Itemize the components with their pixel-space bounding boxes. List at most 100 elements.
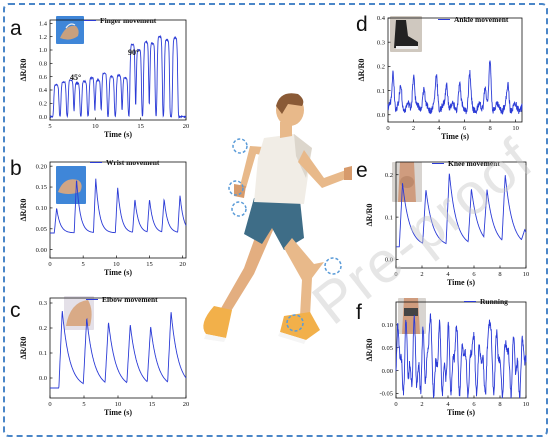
- x-tick-label: 15: [146, 261, 153, 268]
- y-tick-label: 0.0: [39, 114, 47, 121]
- x-tick-label: 10: [523, 401, 530, 408]
- panel-letter: d: [356, 13, 368, 36]
- x-axis-label: Time (s): [104, 130, 132, 139]
- y-tick-label: 0.20: [36, 163, 47, 170]
- y-tick-label: 0.15: [36, 184, 47, 191]
- y-tick-label: 0.1: [385, 214, 393, 221]
- x-tick-label: 15: [137, 123, 144, 130]
- x-tick-label: 5: [48, 123, 51, 130]
- x-tick-label: 0: [394, 401, 397, 408]
- panel-c: c 0 5 10 15 20 0.0 0.1 0.2 0.3 Time (s) ΔR/R0 Elbow…: [8, 290, 198, 426]
- y-tick-label: 0.2: [377, 64, 385, 71]
- ankle-photo: [390, 16, 422, 52]
- joint-marker-finger: [232, 138, 248, 154]
- panel-letter: b: [10, 157, 22, 180]
- plot-frame: [49, 297, 187, 399]
- x-tick-label: 0: [394, 271, 397, 278]
- joint-marker-ankle: [286, 314, 304, 332]
- x-tick-label: 0: [48, 401, 51, 408]
- y-tick-label: 0.10: [382, 322, 393, 329]
- y-axis-label: ΔR/R0: [19, 199, 28, 222]
- panel-letter: f: [356, 301, 362, 324]
- y-tick-label: 0.2: [385, 172, 393, 179]
- y-axis-label: ΔR/R0: [357, 59, 366, 82]
- panel-e: e 0 2 4 6 8 10 0.0 0.1 0.2 Time (s) ΔR/R0 Knee move…: [354, 150, 544, 288]
- chart-title: Elbow movement: [102, 295, 158, 304]
- y-tick-label: 0.2: [39, 101, 47, 108]
- y-tick-label: 0.00: [382, 368, 393, 375]
- panel-letter: e: [356, 159, 368, 182]
- series-line: [49, 34, 187, 120]
- x-tick-label: 20: [179, 261, 186, 268]
- x-tick-label: 8: [498, 401, 501, 408]
- y-tick-label: 0.1: [377, 88, 385, 95]
- plot-frame: [387, 17, 523, 123]
- x-tick-label: 6: [463, 125, 467, 132]
- x-tick-label: 2: [420, 401, 423, 408]
- x-tick-label: 2: [420, 271, 423, 278]
- y-tick-label: 0.0: [377, 112, 385, 119]
- x-tick-label: 4: [437, 125, 441, 132]
- panel-letter: c: [10, 299, 21, 322]
- x-tick-label: 20: [183, 123, 190, 130]
- series-line: [50, 178, 187, 234]
- plot-frame: [49, 19, 187, 121]
- y-tick-label: 0.1: [39, 350, 47, 357]
- plot-frame: [49, 161, 187, 259]
- y-tick-label: 1.4: [39, 21, 48, 28]
- y-tick-label: 0.4: [39, 87, 48, 94]
- x-tick-label: 0: [48, 261, 51, 268]
- angle-annotation: 45°: [70, 73, 81, 82]
- joint-marker-knee: [324, 257, 342, 275]
- chart-d: 0 2 4 6 8 10 0.0 0.1 0.2 0.3 0.4 Time (s) ΔR/R0 Ankle…: [357, 15, 523, 141]
- x-tick-label: 15: [149, 401, 156, 408]
- chart-b: 0 5 10 15 20 0.00 0.05 0.10 0.15 0.20 Time (s) ΔR/R…: [19, 158, 187, 277]
- y-tick-label: 0.2: [39, 325, 47, 332]
- y-axis-label: ΔR/R0: [19, 59, 28, 82]
- figure-frame: [3, 3, 548, 437]
- x-tick-label: 4: [446, 271, 450, 278]
- x-tick-label: 10: [92, 123, 99, 130]
- series-line: [396, 173, 527, 248]
- chart-f: 0 2 4 6 8 10 -0.05 0.00 0.05 0.10 Time (s) ΔR/R0 Run…: [365, 297, 530, 417]
- panel-f: f 0 2 4 6 8 10 -0.05 0.00 0.05 0.10 Time (s) ΔR/R0 R…: [354, 290, 544, 426]
- elbow-photo: [64, 296, 94, 330]
- x-tick-label: 2: [412, 125, 415, 132]
- panel-d: d 0 2 4 6 8 10 0.0 0.1 0.2 0.3 0.4 Time (s) ΔR/R0 Ank…: [354, 8, 544, 146]
- series-line: [395, 313, 527, 399]
- x-tick-label: 10: [512, 125, 519, 132]
- x-tick-label: 0: [386, 125, 389, 132]
- angle-annotation: 90°: [128, 48, 139, 57]
- series-line: [387, 60, 523, 115]
- y-tick-label: 0.00: [36, 247, 47, 254]
- series-line: [50, 310, 187, 389]
- x-axis-label: Time (s): [441, 132, 469, 141]
- plot-frame: [395, 161, 527, 269]
- chart-e: 0 2 4 6 8 10 0.0 0.1 0.2 Time (s) ΔR/R0 Knee moveme…: [365, 159, 530, 287]
- chart-title: Finger movement: [100, 16, 157, 25]
- y-tick-label: 0.3: [377, 39, 385, 46]
- x-tick-label: 10: [523, 271, 530, 278]
- panel-letter: a: [10, 17, 22, 40]
- chart-title: Ankle movement: [454, 15, 509, 24]
- y-axis-label: ΔR/R0: [19, 337, 28, 360]
- x-tick-label: 8: [488, 125, 491, 132]
- chart-c: 0 5 10 15 20 0.0 0.1 0.2 0.3 Time (s) ΔR/R0 Elbow m…: [19, 295, 190, 417]
- y-tick-label: 0.05: [382, 345, 393, 352]
- panel-b: b 0 5 10 15 20 0.00 0.05 0.10 0.15 0.20 Time (s) ΔR…: [8, 150, 198, 288]
- joint-marker-wrist: [228, 180, 244, 196]
- x-tick-label: 6: [472, 271, 476, 278]
- panel-a: a 5 10 15 20 0.0 0.2 0.4 0.6 0.8 1.0 1.2 1.4 Time (s…: [8, 8, 198, 146]
- x-axis-label: Time (s): [447, 278, 475, 287]
- x-tick-label: 4: [446, 401, 450, 408]
- x-tick-label: 6: [472, 401, 476, 408]
- y-axis-label: ΔR/R0: [365, 204, 374, 227]
- y-tick-label: 0.10: [36, 205, 47, 212]
- x-tick-label: 20: [183, 401, 190, 408]
- x-tick-label: 5: [82, 401, 85, 408]
- plot-frame: [395, 301, 527, 399]
- y-tick-label: 0.0: [39, 375, 47, 382]
- y-tick-label: 0.6: [39, 74, 48, 81]
- y-tick-label: 1.0: [39, 47, 47, 54]
- y-tick-label: 0.8: [39, 61, 47, 68]
